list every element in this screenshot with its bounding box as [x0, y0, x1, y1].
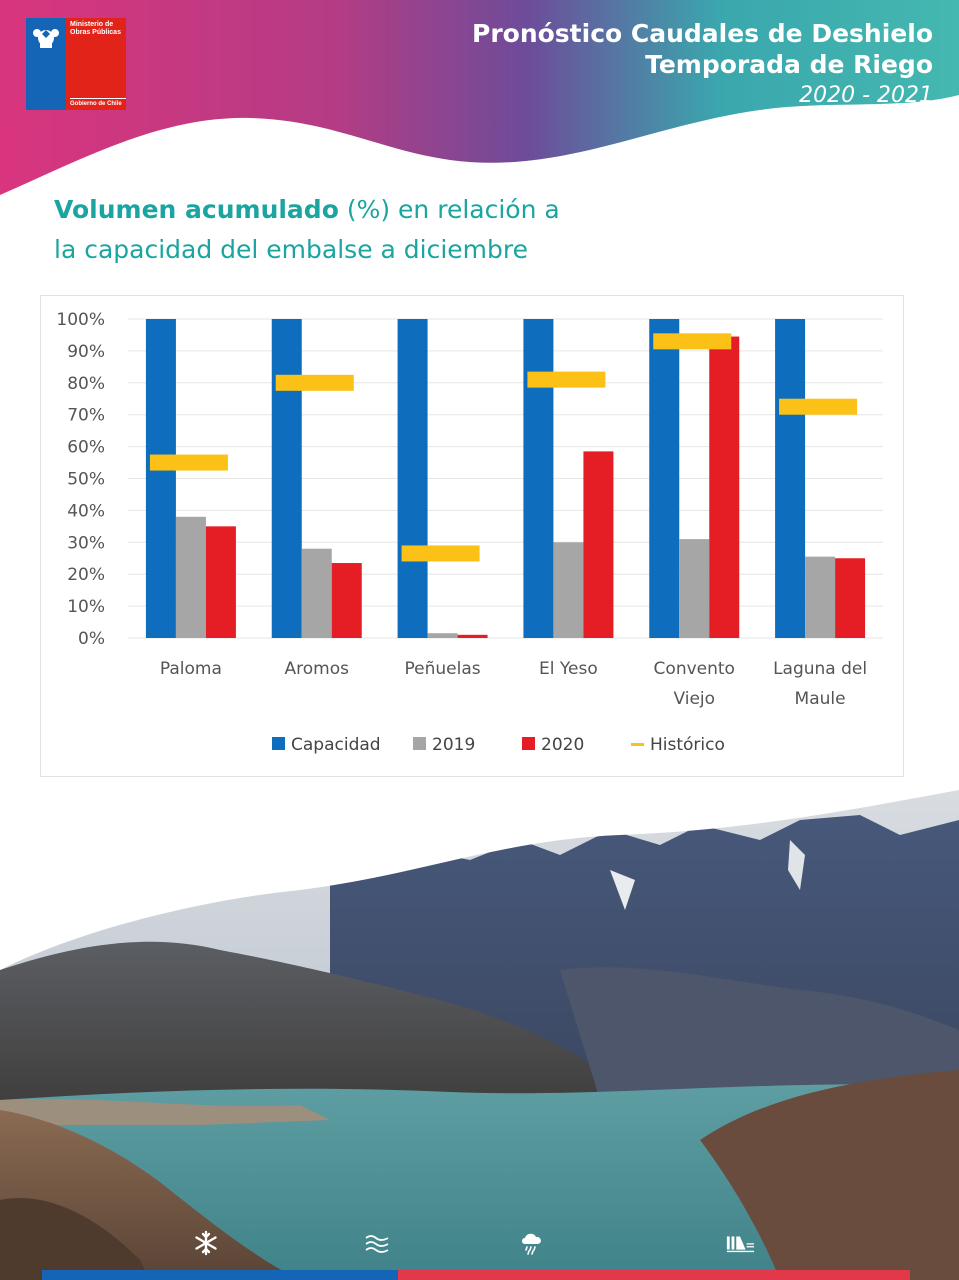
title-line-1: Pronóstico Caudales de Deshielo [472, 19, 933, 48]
y-tick-label: 90% [67, 342, 105, 362]
headline-bold: Volumen acumulado [54, 195, 339, 224]
footer-bar-red [398, 1270, 910, 1280]
y-tick-label: 100% [56, 310, 105, 330]
legend-label: 2020 [541, 735, 584, 755]
y-tick-label: 30% [67, 533, 105, 553]
chart-headline: Volumen acumulado (%) en relación a la c… [54, 190, 654, 270]
bar-2019 [427, 633, 458, 638]
header-wave [0, 0, 959, 195]
y-tick-label: 10% [67, 597, 105, 617]
historico-marker [653, 333, 732, 350]
bar-2020 [583, 451, 614, 638]
historico-marker [779, 398, 858, 415]
category-label: Peñuelas [405, 659, 481, 679]
bar-2019 [805, 556, 836, 638]
y-tick-label: 50% [67, 470, 105, 490]
bar-2020 [457, 634, 488, 638]
category-label: Laguna del [773, 659, 867, 679]
coat-of-arms-icon [33, 29, 59, 48]
bar-2019 [301, 548, 332, 638]
water-waves-icon [362, 1228, 392, 1258]
historico-marker [401, 545, 480, 562]
category-label: Paloma [160, 659, 222, 679]
bar-capacidad [145, 319, 176, 638]
historico-marker [149, 454, 228, 471]
legend-label: Histórico [650, 735, 725, 755]
bar-capacidad [271, 319, 302, 638]
season-label: 2020 - 2021 [799, 83, 933, 108]
bar-2020 [331, 563, 362, 638]
legend-label: Capacidad [291, 735, 381, 755]
bar-2020 [709, 336, 740, 638]
footer-bar-blue [42, 1270, 398, 1280]
rain-cloud-icon [517, 1228, 547, 1258]
title-line-2: Temporada de Riego [645, 50, 933, 79]
ministry-logo: Ministerio de Obras Públicas Gobierno de… [26, 18, 126, 110]
bar-2020 [205, 526, 236, 638]
category-label: Aromos [285, 659, 350, 679]
headline-rest: (%) en relación a [338, 195, 560, 224]
legend-swatch-capacidad [272, 737, 285, 750]
bar-capacidad [523, 319, 554, 638]
y-tick-label: 80% [67, 374, 105, 394]
bar-2019 [553, 542, 584, 638]
category-label: Viejo [673, 689, 715, 709]
bar-2019 [175, 516, 206, 638]
chart-container: 0% 10% 20% 30% 40% 50% 60% 70% 80% 90% 100% Paloma A… [40, 295, 904, 777]
y-tick-label: 20% [67, 565, 105, 585]
bar-2019 [679, 539, 710, 638]
logo-government-text: Gobierno de Chile [70, 98, 126, 108]
y-tick-label: 40% [67, 501, 105, 521]
category-label: Convento [654, 659, 735, 679]
legend-swatch-2020 [522, 737, 535, 750]
legend-label: 2019 [432, 735, 475, 755]
bar-capacidad [397, 319, 428, 638]
header-title: Pronóstico Caudales de Deshielo Temporad… [472, 18, 933, 112]
y-tick-label: 70% [67, 406, 105, 426]
category-label: Maule [795, 689, 846, 709]
bar-capacidad [775, 319, 806, 638]
bar-capacidad [649, 319, 680, 638]
snowflake-icon [191, 1228, 221, 1258]
dam-icon [725, 1228, 755, 1258]
historico-marker [275, 374, 354, 391]
headline-line-2: la capacidad del embalse a diciembre [54, 235, 529, 264]
y-tick-label: 60% [67, 438, 105, 458]
bar-chart: 0% 10% 20% 30% 40% 50% 60% 70% 80% 90% 100% Paloma A… [56, 310, 883, 755]
y-tick-label: 0% [78, 629, 105, 649]
historico-marker [527, 371, 606, 388]
category-label: El Yeso [539, 659, 598, 679]
reservoir-landscape-image [0, 790, 959, 1280]
bar-2020 [835, 558, 866, 638]
legend-swatch-2019 [413, 737, 426, 750]
legend-swatch-historico [631, 743, 644, 746]
logo-ministry-text: Ministerio de Obras Públicas [70, 21, 121, 36]
